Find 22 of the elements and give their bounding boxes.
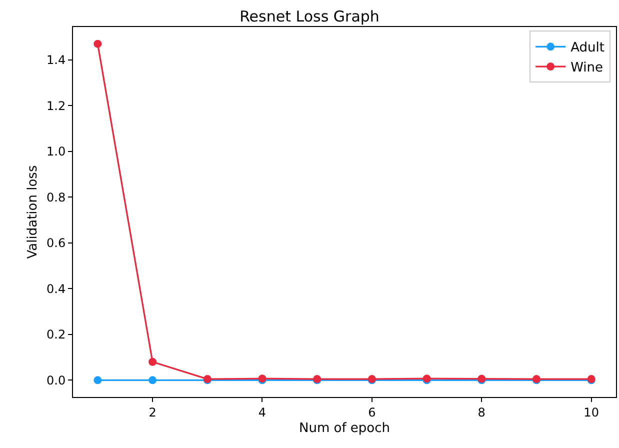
- y-tick-label: 1.2: [46, 98, 66, 113]
- x-tick-label: 6: [368, 405, 376, 420]
- y-tick-label: 1.4: [46, 53, 66, 68]
- chart-title: Resnet Loss Graph: [240, 8, 380, 26]
- point: [94, 40, 102, 48]
- y-tick-label: 0.0: [46, 373, 66, 388]
- legend-label: Adult: [570, 40, 604, 56]
- y-tick-label: 0.4: [46, 282, 66, 296]
- point: [148, 376, 157, 384]
- x-tick-label: 2: [148, 405, 156, 420]
- y-tick-label: 0.6: [46, 236, 66, 250]
- y-axis-title: Validation loss: [25, 165, 40, 259]
- point: [148, 358, 157, 366]
- x-tick-label: 4: [258, 405, 266, 420]
- y-tick-label: 0.2: [46, 328, 66, 342]
- x-tick-label: 8: [478, 405, 486, 420]
- y-tick-label: 1.0: [46, 144, 66, 159]
- x-tick-label: 10: [584, 405, 599, 420]
- x-axis-title: Num of epoch: [298, 421, 390, 436]
- legend-label: Wine: [570, 60, 603, 76]
- y-tick-label: 0.8: [46, 190, 66, 204]
- point: [94, 376, 102, 384]
